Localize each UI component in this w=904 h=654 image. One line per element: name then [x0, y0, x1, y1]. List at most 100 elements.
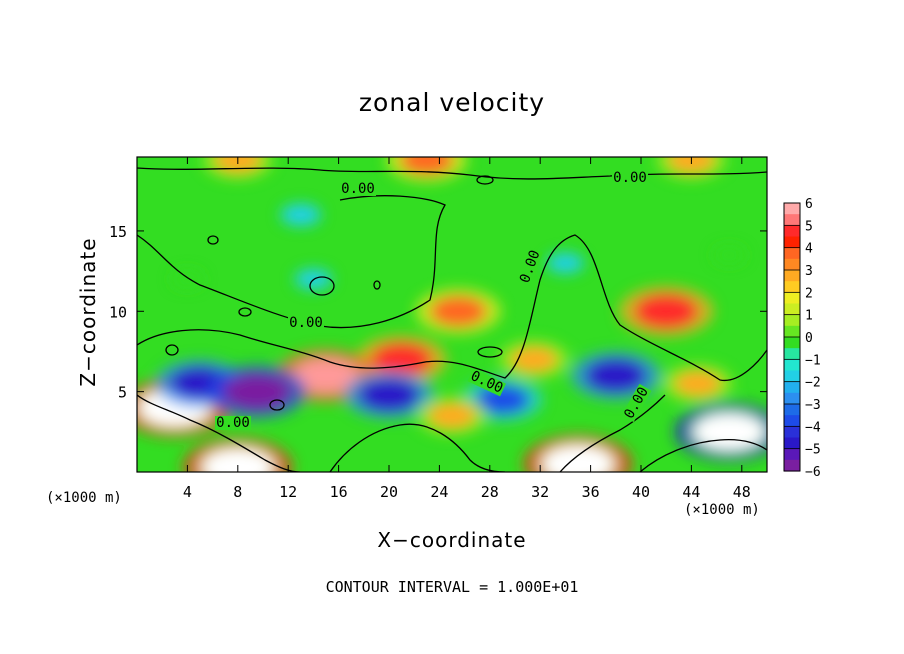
- field-feature: [429, 296, 487, 327]
- field-feature: [371, 343, 432, 376]
- contour-label: 0.00: [613, 170, 647, 186]
- colorbar-segment: [784, 415, 800, 427]
- contour-interval-note: CONTOUR INTERVAL = 1.000E+01: [325, 578, 579, 596]
- colorbar-label: 4: [805, 242, 813, 257]
- contour-line: [559, 394, 666, 472]
- contour-labels: 0.000.000.000.000.000.000.00: [215, 170, 652, 431]
- x-axis: 4 8 12 16 20 24 28 32 36 40 44 48: [183, 157, 751, 501]
- colorbar-segment: [784, 359, 800, 372]
- colorbar-label: 0: [805, 331, 813, 346]
- colorbar-label: −6: [805, 465, 821, 480]
- field-feature: [667, 157, 715, 174]
- field-features: [137, 157, 767, 472]
- field-feature: [692, 412, 766, 452]
- contour-line: [165, 344, 179, 356]
- field-feature: [280, 203, 322, 227]
- colorbar-segment: [784, 292, 800, 305]
- field-feature: [171, 270, 203, 288]
- colorbar-segment: [784, 459, 800, 472]
- contour-line: [309, 276, 335, 296]
- field-feature: [400, 157, 454, 175]
- x-tick-label: 16: [330, 483, 348, 501]
- field-feature: [634, 294, 698, 329]
- y-tick-label: 15: [109, 223, 127, 241]
- contour-line: [639, 439, 767, 472]
- contour-line: [329, 423, 506, 472]
- x-tick-label: 44: [682, 483, 700, 501]
- colorbar-segment: [784, 203, 800, 215]
- x-unit-left: (×1000 m): [46, 490, 122, 506]
- contour-line: [477, 346, 503, 358]
- plot-frame: [136, 156, 768, 473]
- field-feature: [541, 444, 615, 472]
- x-tick-label: 32: [531, 483, 549, 501]
- contour-label-bg: [467, 368, 506, 397]
- colorbar-label: 2: [805, 286, 813, 301]
- x-tick-label: 24: [430, 483, 448, 501]
- field-feature: [223, 374, 290, 410]
- x-tick-label: 40: [632, 483, 650, 501]
- x-tick-label: 48: [733, 483, 751, 501]
- y-axis: 5 10 15: [109, 223, 767, 402]
- contour-line: [207, 235, 219, 245]
- colorbar-segment: [784, 314, 800, 327]
- field-feature: [428, 402, 476, 429]
- y-axis-label: Z−coordinate: [76, 237, 100, 387]
- y-tick-label: 10: [109, 303, 127, 321]
- colorbar-label: 5: [805, 219, 813, 234]
- x-tick-label: 8: [233, 483, 242, 501]
- x-tick-label: 36: [582, 483, 600, 501]
- y-tick-label: 5: [118, 384, 127, 402]
- contour-label-bg: [340, 182, 376, 196]
- contour-line: [137, 394, 301, 472]
- contour-line: [373, 280, 381, 290]
- contour-line: [137, 234, 767, 381]
- field-feature: [510, 346, 558, 373]
- colorbar-label: −2: [805, 376, 821, 391]
- contour-label-bg: [288, 316, 324, 330]
- colorbar-label: 3: [805, 264, 813, 279]
- field-feature: [475, 385, 530, 415]
- field-feature: [713, 246, 745, 264]
- contour-line: [137, 167, 767, 180]
- plot-area: 0.000.000.000.000.000.000.00: [137, 157, 767, 472]
- field-feature: [359, 378, 419, 411]
- colorbar-segment: [784, 303, 800, 316]
- contour-label: 0.00: [341, 181, 375, 197]
- field-feature: [674, 370, 722, 397]
- contour-label-bg: [215, 416, 251, 430]
- colorbar-segment: [784, 270, 800, 282]
- colorbar-segment: [784, 404, 800, 416]
- colorbar-segment: [784, 426, 800, 439]
- field-feature: [585, 359, 646, 392]
- colorbar-segment: [784, 236, 800, 249]
- colorbar-label: 6: [805, 197, 813, 212]
- colorbar-label: −4: [805, 420, 821, 435]
- colorbar-label: 1: [805, 309, 813, 324]
- contour-lines: [137, 167, 767, 472]
- colorbar-segment: [784, 337, 800, 349]
- colorbar-label: −3: [805, 398, 821, 413]
- contour-label-bg: [612, 171, 648, 185]
- colorbar-segment: [784, 258, 800, 271]
- colorbar: 6 5 4 3 2 1 0 −1 −2 −3 −4 −5 −6: [783, 197, 821, 480]
- contour-label-bg: [621, 383, 652, 423]
- contour-label-bg: [517, 247, 543, 286]
- x-tick-label: 20: [380, 483, 398, 501]
- contour-line: [137, 195, 446, 329]
- colorbar-segment: [784, 370, 800, 383]
- field-feature: [292, 357, 360, 394]
- colorbar-segment: [784, 281, 800, 293]
- colorbar-segment: [784, 448, 800, 461]
- x-tick-label: 12: [279, 483, 297, 501]
- colorbar-segment: [784, 348, 800, 360]
- colorbar-segment: [784, 247, 800, 260]
- colorbar-segment: [784, 437, 800, 450]
- contour-label: 0.00: [216, 415, 250, 431]
- x-unit-right: (×1000 m): [684, 502, 760, 518]
- colorbar-segment: [784, 392, 800, 405]
- colorbar-segment: [784, 325, 800, 338]
- chart-title: zonal velocity: [358, 88, 546, 117]
- colorbar-label: −5: [805, 443, 821, 458]
